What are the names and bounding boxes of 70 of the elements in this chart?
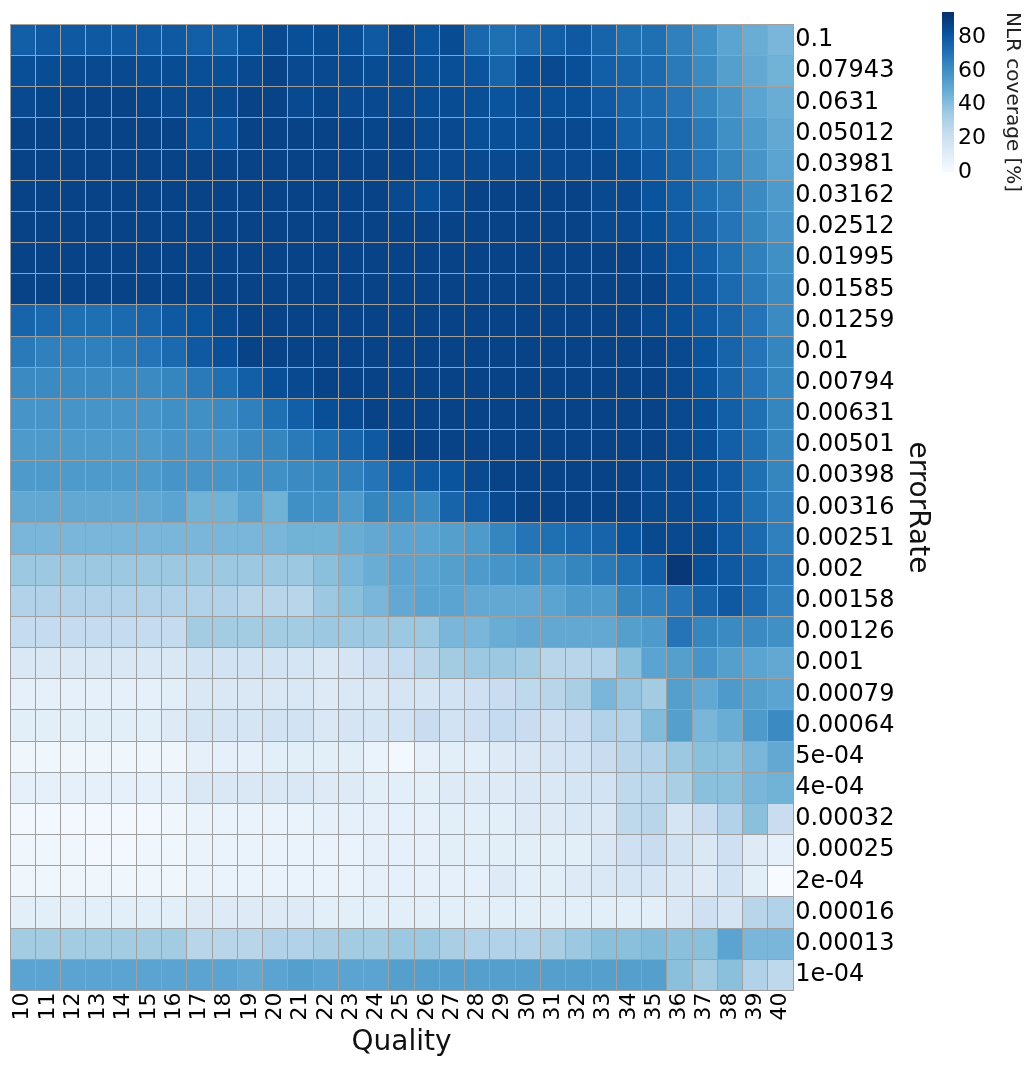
- y-tick-label: 5e-04: [795, 740, 865, 769]
- y-tick-label: 0.00032: [795, 803, 895, 832]
- y-tick-label: 4e-04: [795, 772, 865, 801]
- x-tick-label: 20: [260, 992, 286, 1021]
- x-tick-label: 25: [387, 992, 413, 1021]
- y-tick-label: 0.0631: [795, 86, 880, 115]
- color-bar-label: 40: [958, 90, 986, 116]
- x-tick-label: 15: [134, 992, 160, 1021]
- x-tick-label: 22: [311, 992, 337, 1021]
- color-bar-label: 20: [958, 124, 986, 150]
- y-tick-label: 0.01995: [795, 242, 895, 271]
- x-tick-label: 34: [614, 992, 640, 1021]
- x-tick-label: 38: [715, 992, 741, 1021]
- y-tick-label: 0.00251: [795, 522, 895, 551]
- x-tick-label: 23: [336, 992, 362, 1021]
- x-tick-label: 30: [513, 992, 539, 1021]
- x-tick-label: 29: [488, 992, 514, 1021]
- y-tick-label: 0.03162: [795, 180, 895, 209]
- x-tick-label: 36: [665, 992, 691, 1021]
- x-tick-label: 32: [564, 992, 590, 1021]
- x-tick-label: 39: [740, 992, 766, 1021]
- color-bar-label: 60: [958, 56, 986, 82]
- y-tick-label: 0.00316: [795, 491, 895, 520]
- color-bar-label: 80: [958, 22, 986, 48]
- y-tick-label: 0.00794: [795, 366, 895, 395]
- x-tick-label: 17: [185, 992, 211, 1021]
- y-axis-title: errorRate: [902, 441, 936, 574]
- y-tick-label: 0.01259: [795, 304, 895, 333]
- y-tick-label: 0.02512: [795, 211, 895, 240]
- color-bar-title: NLR coverage [%]: [1001, 12, 1026, 193]
- x-tick-label: 19: [235, 992, 261, 1021]
- y-tick-label: 0.00079: [795, 678, 895, 707]
- x-tick-label: 10: [8, 992, 34, 1021]
- x-tick-label: 33: [589, 992, 615, 1021]
- y-tick-label: 0.00158: [795, 585, 895, 614]
- x-tick-label: 11: [33, 992, 59, 1021]
- x-tick-label: 40: [766, 992, 792, 1021]
- y-tick-label: 1e-04: [795, 959, 865, 988]
- x-tick-label: 28: [463, 992, 489, 1021]
- x-tick-label: 35: [639, 992, 665, 1021]
- y-tick-label: 0.01585: [795, 273, 895, 302]
- y-tick-label: 0.03981: [795, 148, 895, 177]
- x-tick-label: 18: [210, 992, 236, 1021]
- y-tick-label: 2e-04: [795, 865, 865, 894]
- x-tick-label: 31: [538, 992, 564, 1021]
- y-tick-label: 0.00013: [795, 927, 895, 956]
- y-tick-label: 0.00126: [795, 616, 895, 645]
- y-tick-label: 0.05012: [795, 117, 895, 146]
- x-tick-label: 21: [286, 992, 312, 1021]
- y-tick-label: 0.00064: [795, 709, 895, 738]
- x-tick-label: 16: [159, 992, 185, 1021]
- y-tick-label: 0.00631: [795, 398, 895, 427]
- x-tick-label: 14: [109, 992, 135, 1021]
- x-tick-label: 12: [58, 992, 84, 1021]
- color-bar-label: 0: [958, 157, 972, 183]
- x-tick-label: 13: [84, 992, 110, 1021]
- y-tick-label: 0.07943: [795, 55, 895, 84]
- y-tick-label: 0.01: [795, 335, 849, 364]
- y-tick-label: 0.00025: [795, 834, 895, 863]
- x-axis-title: Quality: [351, 1024, 452, 1058]
- y-tick-label: 0.00016: [795, 896, 895, 925]
- x-tick-label: 26: [412, 992, 438, 1021]
- x-tick-label: 27: [437, 992, 463, 1021]
- x-tick-label: 37: [690, 992, 716, 1021]
- x-tick-label: 24: [362, 992, 388, 1021]
- y-tick-label: 0.1: [795, 24, 834, 53]
- y-tick-label: 0.00398: [795, 460, 895, 489]
- y-tick-label: 0.001: [795, 647, 864, 676]
- y-tick-label: 0.00501: [795, 429, 895, 458]
- y-tick-label: 0.002: [795, 553, 864, 582]
